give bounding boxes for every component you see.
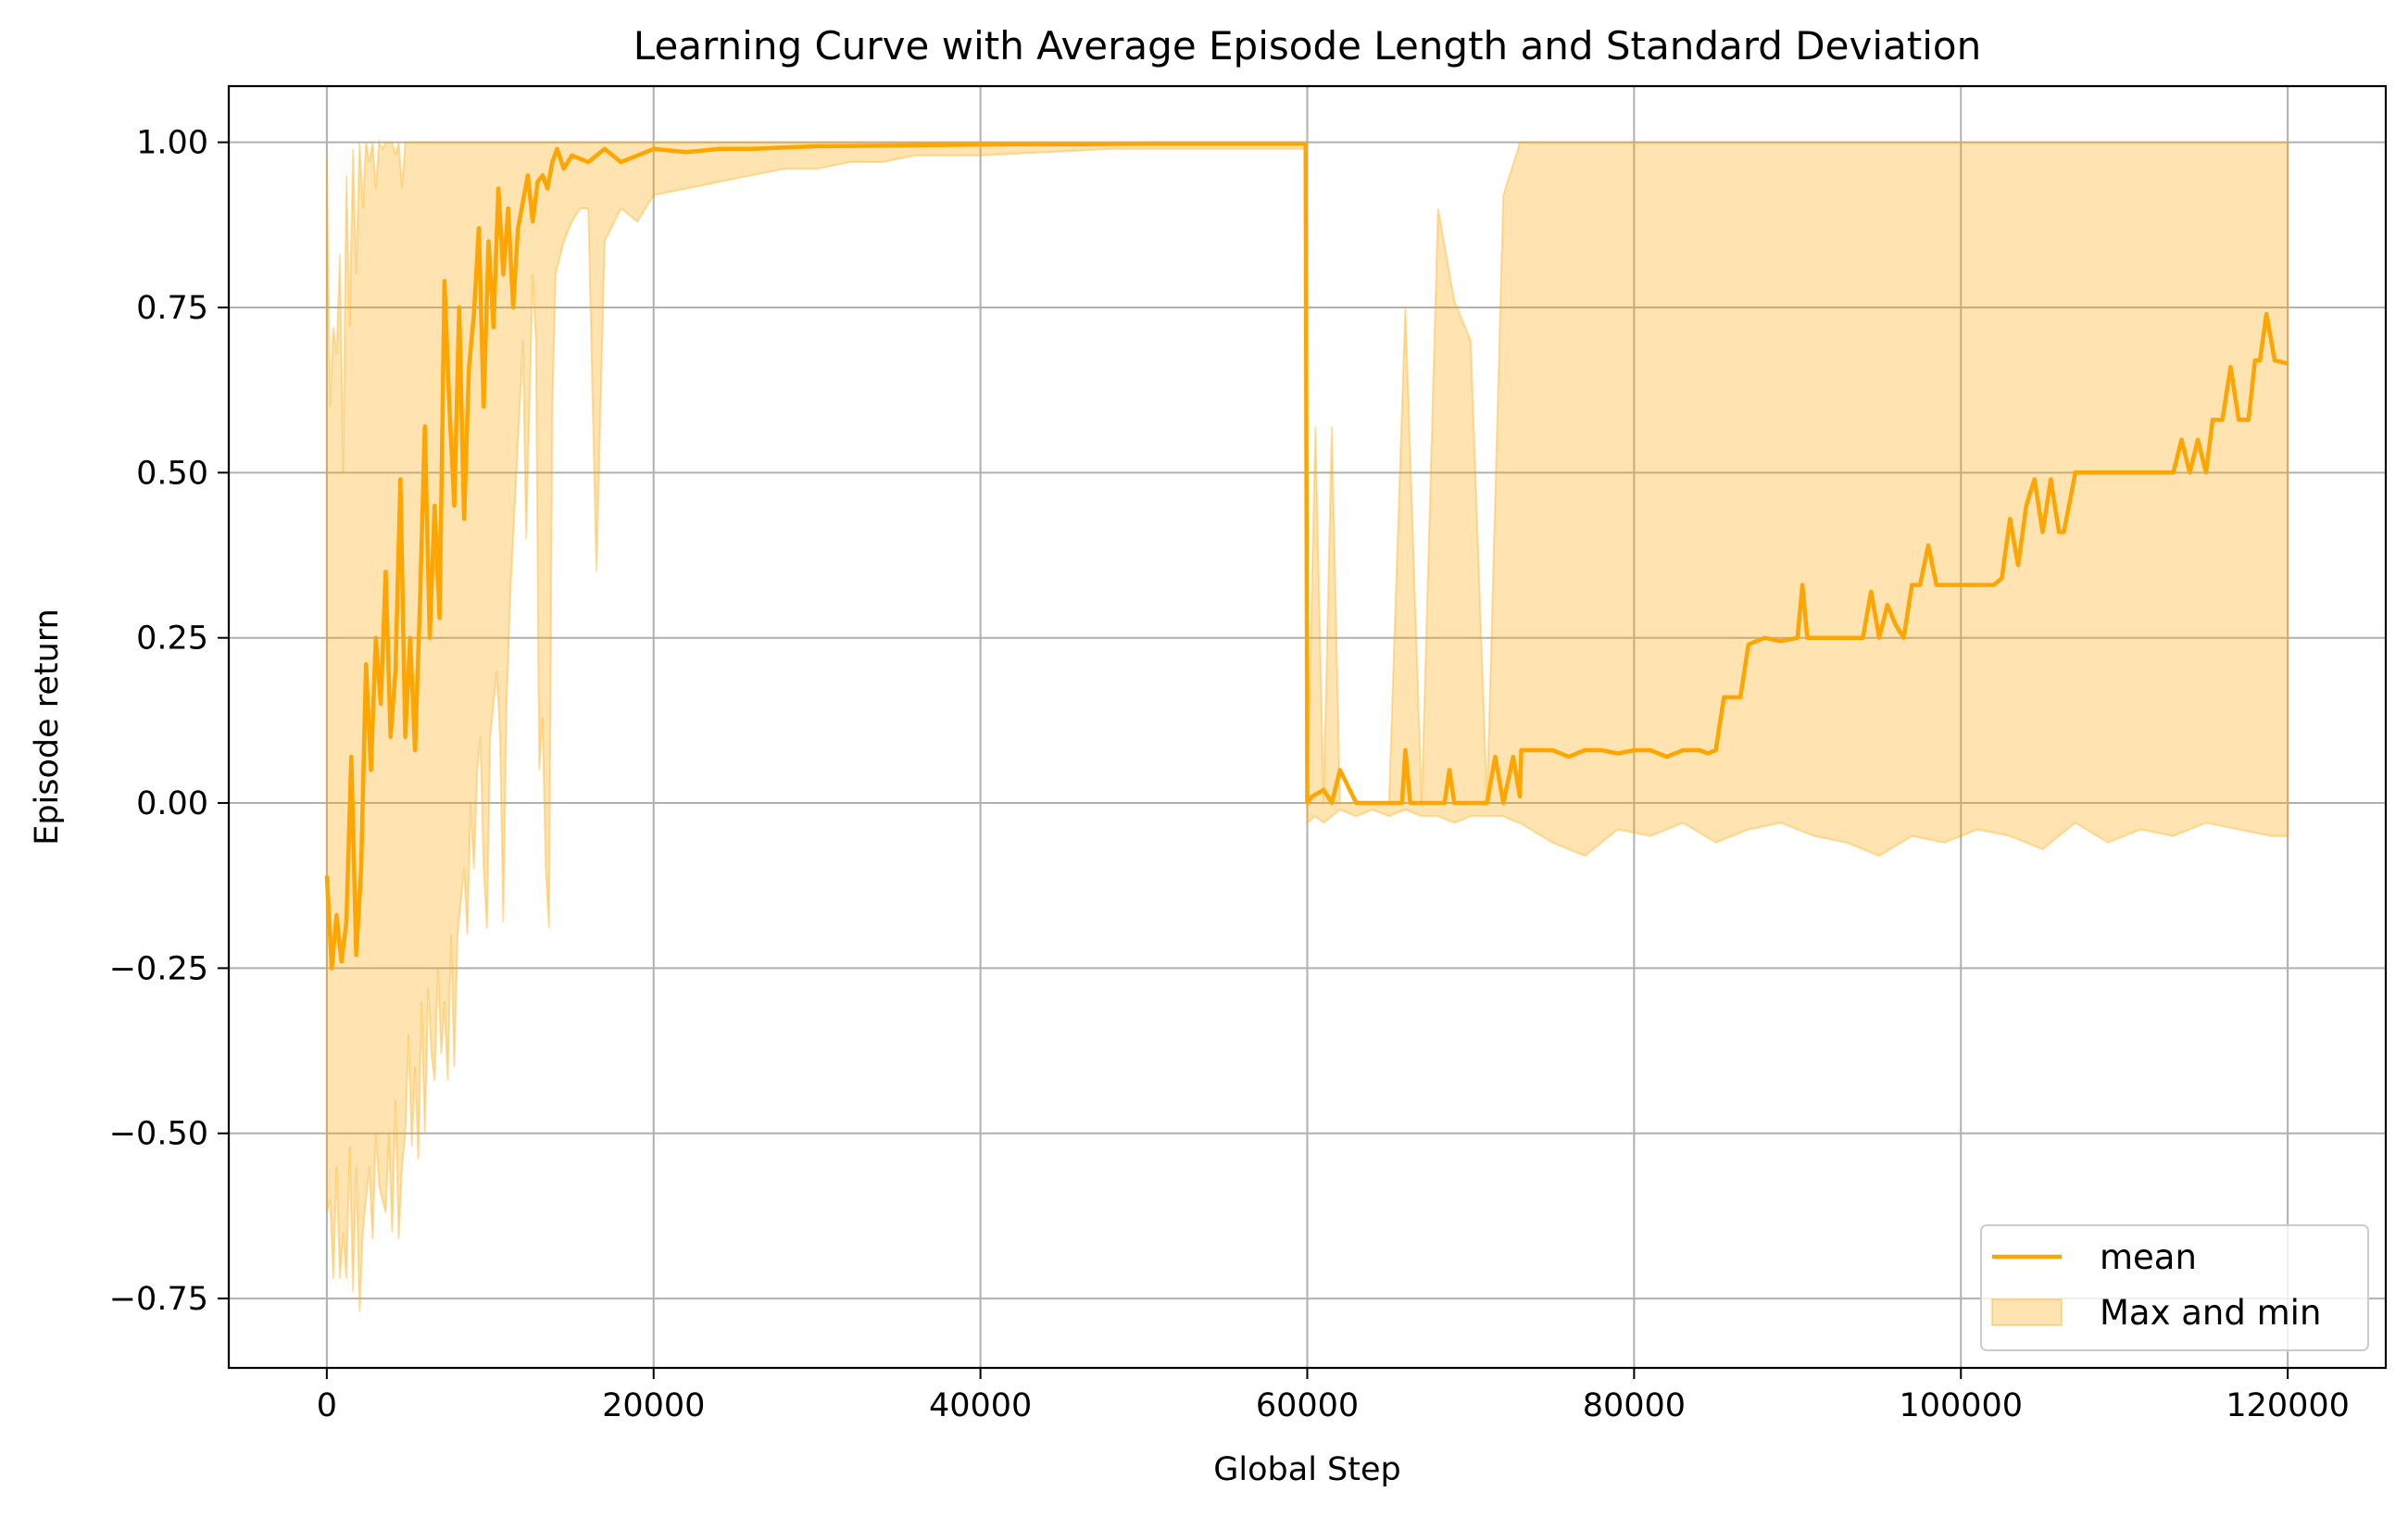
x-tick-label: 100000 (1899, 1387, 2023, 1424)
y-tick-label: 0.00 (136, 785, 208, 822)
y-tick-label: −0.25 (109, 950, 208, 987)
x-tick-label: 80000 (1583, 1387, 1686, 1424)
x-tick-label: 40000 (929, 1387, 1032, 1424)
x-axis-title: Global Step (1213, 1451, 1400, 1488)
band-layer (325, 138, 2289, 1312)
ticks: 0 20000 40000 60000 80000 100000 120000 −0.75 −0… (109, 125, 2350, 1424)
legend-box (1980, 1224, 2369, 1351)
series-line-mean (324, 141, 2289, 971)
band-max-min (325, 138, 2289, 1312)
y-tick-label: −0.75 (109, 1281, 208, 1318)
legend: mean Max and min (1980, 1224, 2369, 1351)
y-tick-label: −0.50 (109, 1116, 208, 1153)
x-tick-label: 0 (317, 1387, 337, 1424)
x-tick-label: 60000 (1256, 1387, 1359, 1424)
y-tick-label: 0.50 (136, 455, 208, 492)
x-tick-label: 120000 (2226, 1387, 2350, 1424)
legend-band-swatch (1991, 1298, 2063, 1326)
y-tick-label: 0.75 (136, 290, 208, 327)
y-axis-title: Episode return (29, 608, 66, 846)
y-tick-label: 0.25 (136, 621, 208, 658)
legend-label-mean: mean (2100, 1237, 2197, 1277)
chart-title: Learning Curve with Average Episode Leng… (633, 23, 1981, 69)
legend-label-max-min: Max and min (2100, 1293, 2321, 1333)
x-tick-label: 20000 (602, 1387, 705, 1424)
y-tick-label: 1.00 (136, 125, 208, 162)
line-layer (324, 141, 2289, 971)
